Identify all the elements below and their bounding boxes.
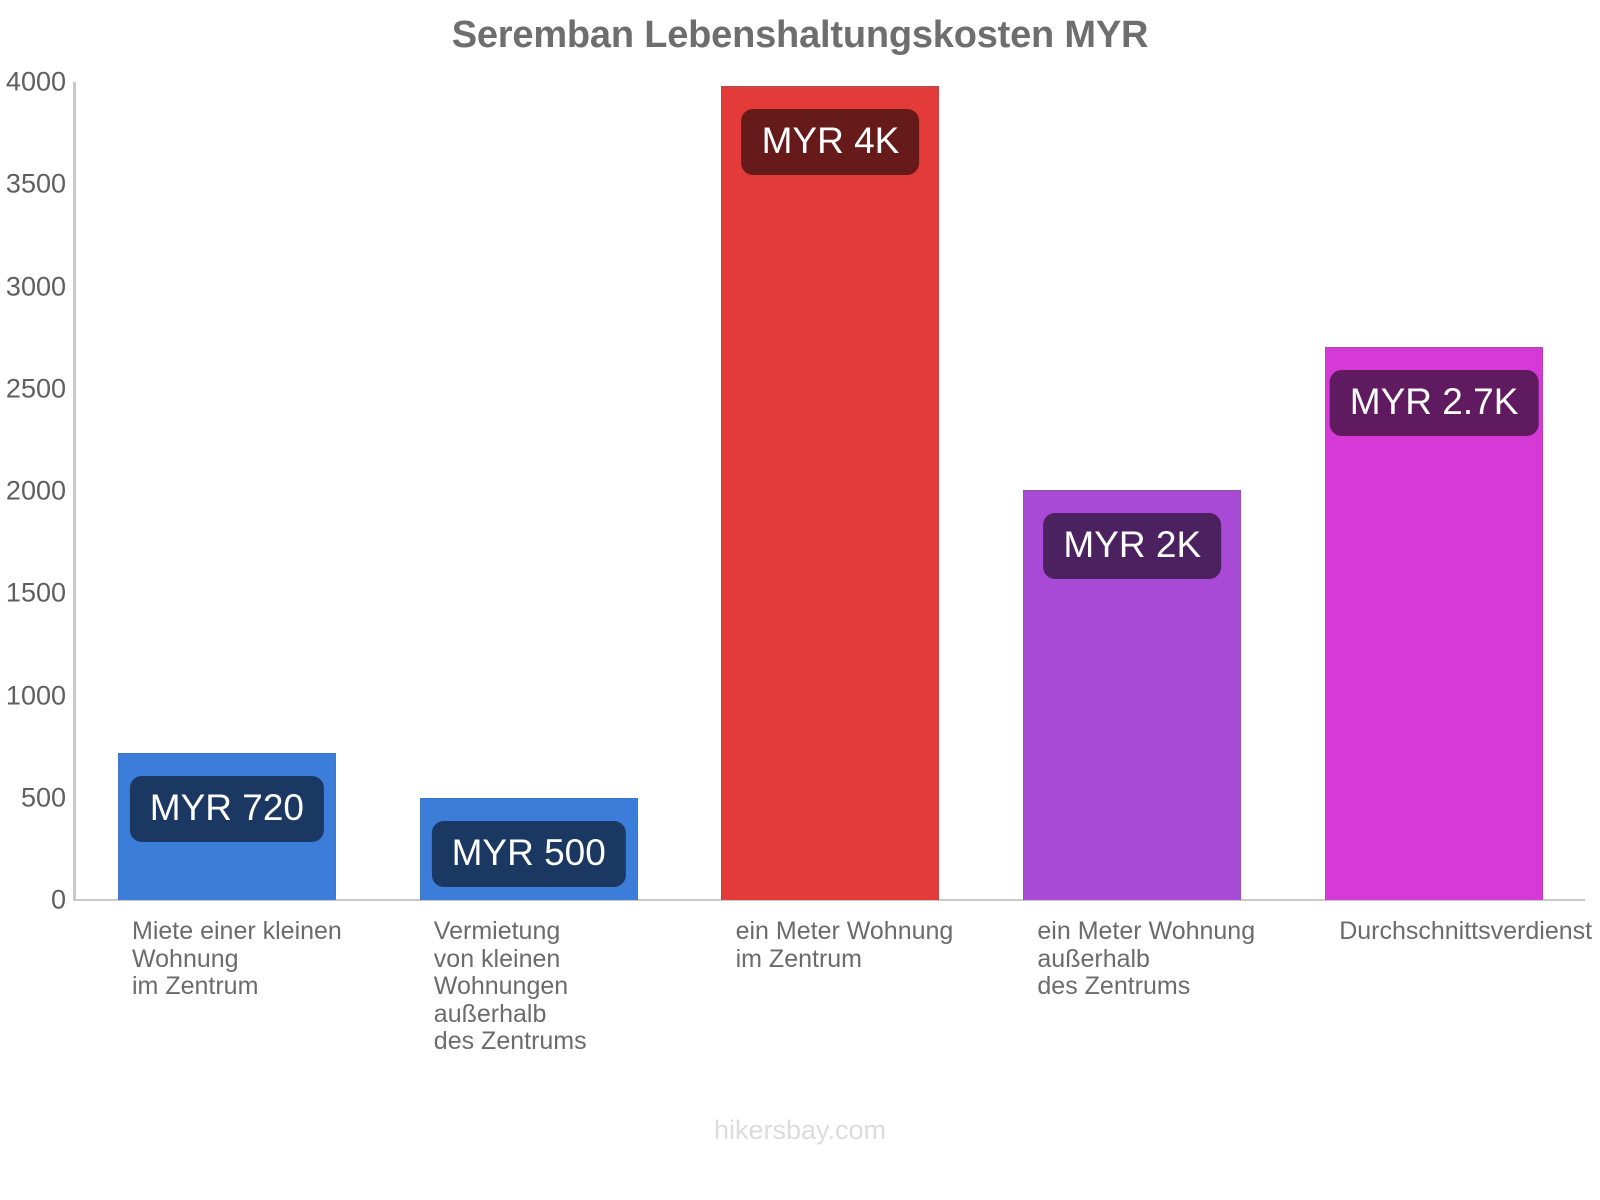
x-axis-tick-label-line: Wohnung	[132, 944, 239, 973]
x-axis-tick-label: Miete einer kleinen Wohnung im Zentrum	[132, 917, 342, 1001]
x-axis-tick-label-line: außerhalb	[1037, 944, 1150, 973]
x-axis-tick-label-line: des Zentrums	[433, 1027, 587, 1055]
x-axis-tick-label-line: im Zentrum	[132, 972, 259, 1000]
y-axis-tick-label: 0	[50, 884, 66, 915]
x-axis-tick-label: ein Meter Wohnung im Zentrum	[735, 917, 954, 973]
x-axis-tick-label-line: ein Meter Wohnung	[735, 917, 954, 945]
bar[interactable]: MYR 2.7K	[1325, 346, 1544, 900]
x-axis-tick-label-line: ein Meter Wohnung	[1037, 917, 1256, 945]
bar[interactable]: MYR 720	[117, 752, 336, 900]
x-axis-tick-label: Durchschnittsverdienst	[1339, 917, 1593, 946]
x-axis-tick-labels: Miete einer kleinen Wohnung im Zentrum Verm…	[76, 917, 1592, 1108]
y-axis-tick-label: 3500	[5, 168, 66, 199]
page-title: Seremban Lebenshaltungskosten MYR	[451, 14, 1149, 56]
y-axis-tick-label: 1500	[5, 577, 66, 608]
y-axis-tick-label: 2000	[5, 475, 66, 506]
bar-group: MYR 4K	[680, 0, 982, 1200]
bar-value-label: MYR 2.7K	[1329, 369, 1539, 436]
bar-series: MYR 720 MYR 500 MYR 4K MYR 2K MYR 2.7K	[76, 0, 1585, 1200]
bar-group: MYR 720	[76, 0, 378, 1200]
x-axis-line	[73, 899, 1585, 901]
bar-value-label: MYR 500	[431, 820, 626, 887]
x-axis-tick-label-line: des Zentrums	[1037, 972, 1191, 1000]
bar[interactable]: MYR 4K	[721, 86, 940, 900]
bar[interactable]: MYR 500	[419, 797, 638, 900]
bar-value-label: MYR 720	[129, 775, 325, 842]
x-axis-tick-label-line: Vermietung	[433, 917, 561, 945]
x-axis-tick-label-line: von kleinen	[433, 944, 561, 973]
x-axis-tick-label: ein Meter Wohnung außerhalb des Zentrums	[1037, 917, 1256, 1001]
y-axis-tick-label: 1000	[5, 680, 66, 710]
bar-value-label: MYR 4K	[741, 109, 920, 176]
x-axis-tick-label-line: im Zentrum	[735, 944, 862, 973]
bar[interactable]: MYR 2K	[1023, 489, 1242, 900]
x-axis-tick-label-line: Durchschnittsverdienst	[1339, 917, 1593, 945]
y-axis-tick-label: 2500	[5, 373, 66, 404]
x-axis-tick-label-line: Miete einer kleinen	[132, 917, 342, 945]
x-axis-tick-label-line: Wohnungen	[433, 972, 569, 1000]
y-axis-tick-label: 3000	[5, 271, 66, 301]
bar-group: MYR 2K	[981, 0, 1283, 1200]
y-axis-line	[73, 82, 76, 900]
y-axis-tick-label: 4000	[5, 66, 66, 97]
x-axis-tick-label: Vermietung von kleinen Wohnungen außerhalb d…	[433, 917, 587, 1056]
source-watermark: hikersbay.com	[713, 1115, 887, 1145]
y-axis-tick-label: 500	[20, 782, 66, 813]
y-axis-tick-labels: 4000 3500 3000 2500 2000 1500 1000 500 0	[0, 0, 66, 1200]
bar-value-label: MYR 2K	[1043, 512, 1222, 579]
x-axis-tick-label-line: außerhalb	[433, 999, 547, 1028]
bar-group: MYR 2.7K	[1283, 0, 1585, 1200]
bar-group: MYR 500	[378, 0, 680, 1200]
